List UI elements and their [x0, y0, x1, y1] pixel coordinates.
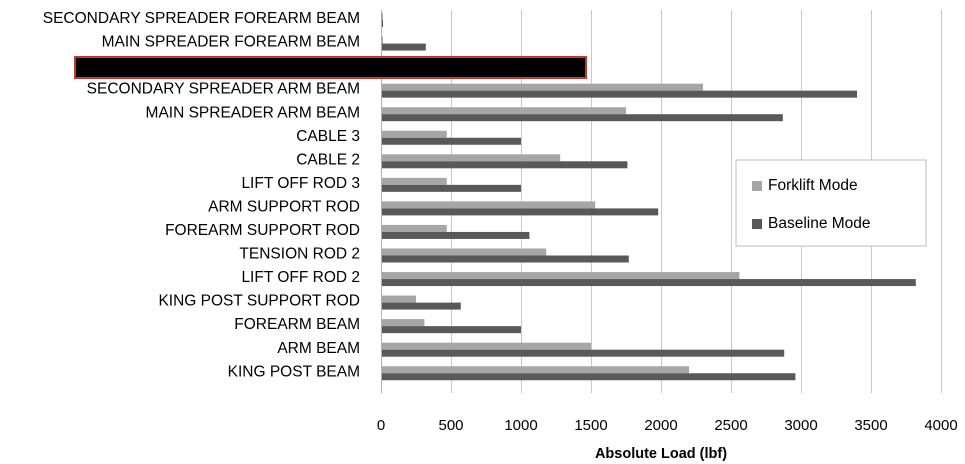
- redaction-box: [74, 56, 587, 79]
- x-tick-label: 1500: [574, 417, 607, 434]
- x-axis-label: Absolute Load (lbf): [595, 446, 727, 462]
- category-label: LIFT OFF ROD 2: [241, 269, 360, 286]
- legend-box: [735, 159, 927, 247]
- x-tick-label: 2000: [644, 417, 677, 434]
- category-label: KING POST SUPPORT ROD: [158, 293, 360, 310]
- bar-baseline-mode: [382, 43, 426, 51]
- category-label: LIFT OFF ROD 3: [241, 175, 360, 192]
- bar-baseline-mode: [382, 255, 629, 263]
- bar-forklift-mode: [382, 319, 425, 327]
- bar-baseline-mode: [382, 208, 659, 216]
- bar-forklift-mode: [382, 83, 703, 91]
- bar-forklift-mode: [382, 224, 447, 232]
- bar-baseline-mode: [382, 349, 785, 357]
- category-label: ARM BEAM: [277, 340, 360, 357]
- bar-baseline-mode: [382, 279, 916, 287]
- bar-baseline-mode: [382, 137, 521, 145]
- bar-baseline-mode: [382, 114, 783, 122]
- category-label: FOREARM BEAM: [234, 316, 360, 333]
- bar-forklift-mode: [382, 272, 740, 280]
- x-tick-label: 500: [438, 417, 463, 434]
- bar-forklift-mode: [382, 36, 383, 44]
- bar-forklift-mode: [382, 154, 561, 162]
- category-label: CABLE 2: [296, 151, 360, 168]
- bar-baseline-mode: [382, 231, 530, 239]
- legend-entry: Forklift Mode: [768, 177, 858, 194]
- category-label: CABLE 3: [296, 128, 360, 145]
- category-label: KING POST BEAM: [228, 363, 360, 380]
- x-tick-label: 4000: [924, 417, 957, 434]
- category-label: SECONDARY SPREADER FOREARM BEAM: [43, 10, 360, 27]
- category-label: SECONDARY SPREADER ARM BEAM: [87, 81, 360, 98]
- category-label: MAIN SPREADER ARM BEAM: [146, 104, 360, 121]
- x-tick-label: 0: [377, 417, 385, 434]
- bar-forklift-mode: [382, 107, 626, 115]
- x-tick-labels: 0 500 1000 1500 2000 2500 3000 3500 4000: [377, 417, 958, 434]
- legend: Forklift Mode Baseline Mode: [735, 159, 927, 247]
- legend-swatch: [752, 181, 762, 191]
- bar-baseline-mode: [382, 20, 383, 27]
- bar-forklift-mode: [382, 177, 447, 185]
- legend-swatch: [752, 219, 762, 229]
- category-label: ARM SUPPORT ROD: [208, 198, 360, 215]
- category-labels: SECONDARY SPREADER FOREARM BEAM MAIN SPRE…: [43, 10, 360, 380]
- x-tick-label: 2500: [714, 417, 747, 434]
- bar-baseline-mode: [382, 302, 461, 310]
- x-tick-label: 3000: [784, 417, 817, 434]
- bar-forklift-mode: [382, 248, 547, 256]
- bar-forklift-mode: [382, 342, 591, 350]
- bar-baseline-mode: [382, 90, 857, 98]
- bar-baseline-mode: [382, 184, 521, 192]
- x-tick-label: 1000: [504, 417, 537, 434]
- bar-forklift-mode: [382, 295, 416, 303]
- bar-baseline-mode: [382, 326, 521, 334]
- category-label: MAIN SPREADER FOREARM BEAM: [102, 34, 360, 51]
- bars: [382, 13, 916, 381]
- bar-forklift-mode: [382, 13, 383, 20]
- bar-baseline-mode: [382, 161, 628, 169]
- bar-forklift-mode: [382, 366, 689, 374]
- bar-forklift-mode: [382, 130, 447, 138]
- bar-forklift-mode: [382, 201, 596, 209]
- bar-baseline-mode: [382, 373, 796, 381]
- category-label: FOREARM SUPPORT ROD: [165, 222, 360, 239]
- category-label: TENSION ROD 2: [239, 246, 360, 263]
- x-tick-label: 3500: [854, 417, 887, 434]
- legend-entry: Baseline Mode: [768, 215, 871, 232]
